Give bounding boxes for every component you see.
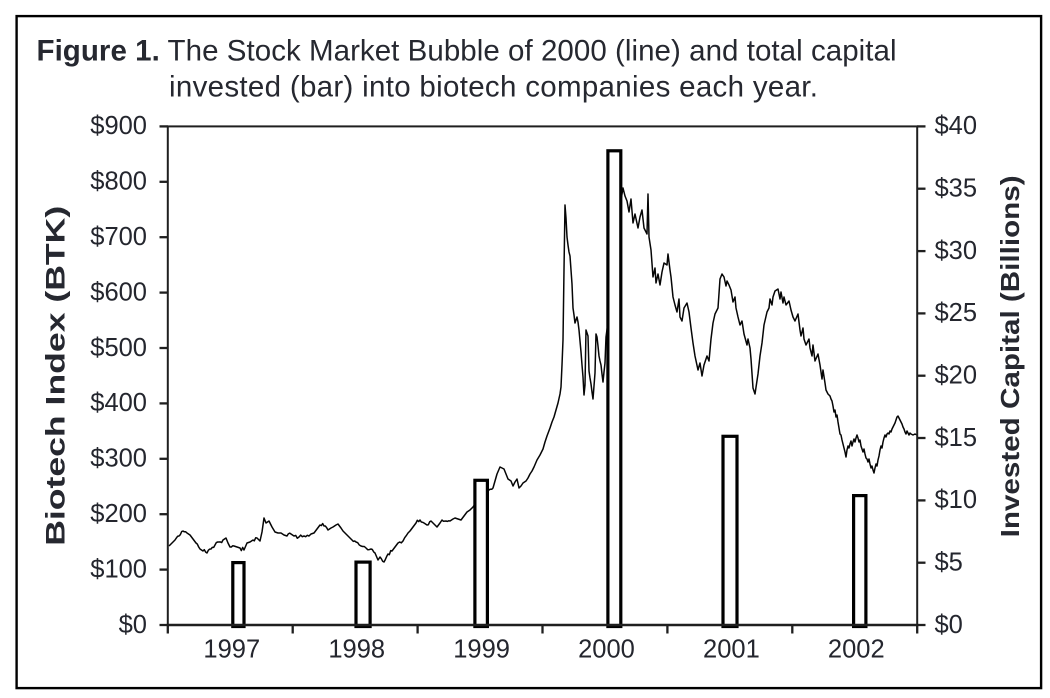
svg-text:$10: $10 <box>935 486 978 514</box>
svg-text:$35: $35 <box>935 175 978 203</box>
svg-text:invested (bar) into biotech co: invested (bar) into biotech companies ea… <box>169 71 818 104</box>
svg-text:$500: $500 <box>90 334 147 362</box>
svg-text:$900: $900 <box>90 112 147 140</box>
svg-text:Biotech Index (BTK): Biotech Index (BTK) <box>40 206 70 546</box>
svg-text:$300: $300 <box>90 445 147 473</box>
svg-text:$0: $0 <box>119 611 147 639</box>
svg-text:$800: $800 <box>90 168 147 196</box>
svg-text:2002: 2002 <box>828 635 885 663</box>
svg-text:$400: $400 <box>90 389 147 417</box>
svg-text:Invested Capital (Billions): Invested Capital (Billions) <box>995 175 1025 537</box>
svg-text:$600: $600 <box>90 278 147 306</box>
svg-text:2001: 2001 <box>703 635 760 663</box>
svg-text:$100: $100 <box>90 555 147 583</box>
svg-text:$5: $5 <box>935 549 963 577</box>
svg-text:$30: $30 <box>935 237 978 265</box>
svg-text:$25: $25 <box>935 299 978 327</box>
svg-text:$20: $20 <box>935 362 978 390</box>
svg-text:1997: 1997 <box>203 635 260 663</box>
svg-text:$200: $200 <box>90 500 147 528</box>
svg-text:1999: 1999 <box>453 635 510 663</box>
svg-text:$40: $40 <box>935 112 978 140</box>
svg-text:$15: $15 <box>935 424 978 452</box>
svg-text:2000: 2000 <box>578 635 635 663</box>
svg-text:$700: $700 <box>90 223 147 251</box>
svg-text:1998: 1998 <box>328 635 385 663</box>
svg-text:Figure 1. The Stock Market Bub: Figure 1. The Stock Market Bubble of 200… <box>37 35 897 68</box>
svg-text:$0: $0 <box>935 611 963 639</box>
